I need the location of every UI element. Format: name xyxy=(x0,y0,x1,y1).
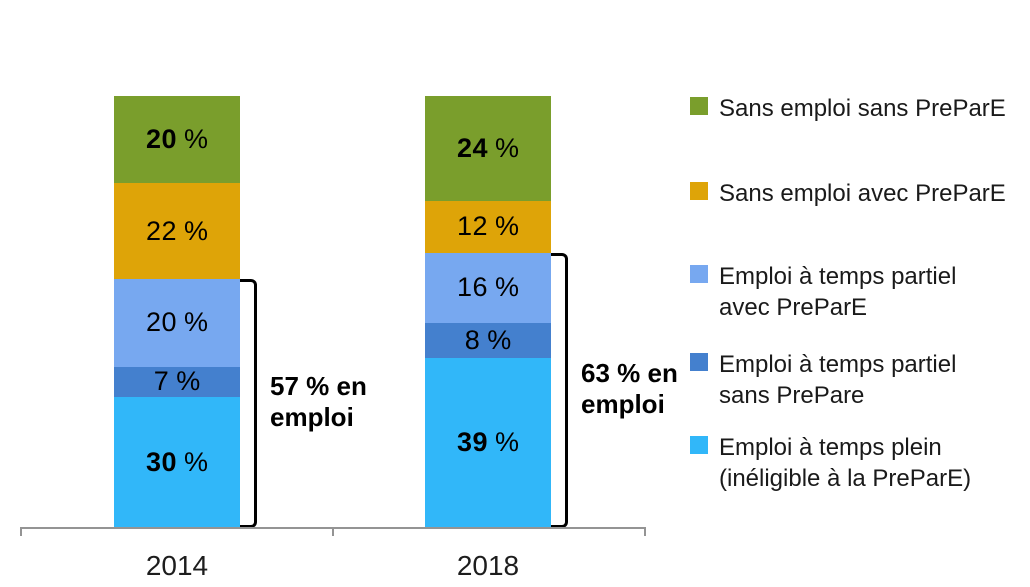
legend-item-sans-emploi-avec-prepare: Sans emploi avec PreParE xyxy=(690,178,1006,209)
legend-swatch xyxy=(690,436,708,454)
legend-item-emploi-a-temps-partiel: Emploi à temps partiel avec PreParE xyxy=(690,261,956,323)
x-axis-tick-0 xyxy=(20,527,22,536)
segment-value: 39 xyxy=(456,427,489,458)
bar-2018: 24% 12% 16% 8% 39% xyxy=(425,96,551,528)
legend-swatch xyxy=(690,353,708,371)
bar-segment-2014-emploi-a-temps-partiel-avec-prepare: 20% xyxy=(114,279,240,367)
bar-segment-2014-sans-emploi-avec-prepare: 22% xyxy=(114,183,240,280)
bar-segment-2014-sans-emploi-sans-prepare: 20% xyxy=(114,96,240,184)
bar-segment-2014-emploi-a-temps-partiel-sans-prepare: 7% xyxy=(114,366,240,398)
legend-label: Emploi à temps plein (inéligible à la Pr… xyxy=(719,434,972,492)
bar-segment-2014-emploi-a-temps-plein-ineligible-a-la-prepare: 30% xyxy=(114,397,240,528)
employment-bracket-2014 xyxy=(240,279,257,528)
bar-segment-2018-sans-emploi-sans-prepare: 24% xyxy=(425,96,551,201)
x-axis-tick-1 xyxy=(332,527,334,536)
segment-value: 7 xyxy=(153,366,170,397)
segment-percent-sign: % xyxy=(176,366,201,397)
segment-value: 24 xyxy=(456,132,489,163)
bar-segment-2018-sans-emploi-avec-prepare: 12% xyxy=(425,200,551,254)
bar-segment-2018-emploi-a-temps-plein-ineligible-a-la-prepare: 39% xyxy=(425,357,551,528)
x-axis-label-2014: 2014 xyxy=(145,550,209,581)
segment-value: 12 xyxy=(456,211,489,242)
legend-label: Sans emploi avec PreParE xyxy=(719,180,1006,207)
legend-item-emploi-a-temps-partiel: Emploi à temps partiel sans PrePare xyxy=(690,349,956,411)
segment-value: 20 xyxy=(145,124,178,155)
legend-label: Emploi à temps partiel avec PreParE xyxy=(719,263,957,321)
segment-percent-sign: % xyxy=(487,324,512,355)
legend-label: Sans emploi sans PreParE xyxy=(719,95,1006,122)
segment-value: 8 xyxy=(464,324,481,355)
bar-segment-2018-emploi-a-temps-partiel-sans-prepare: 8% xyxy=(425,322,551,358)
segment-percent-sign: % xyxy=(184,447,209,478)
segment-percent-sign: % xyxy=(184,307,209,338)
legend-item-sans-emploi-sans-prepare: Sans emploi sans PreParE xyxy=(690,93,1006,124)
x-axis-label-2018: 2018 xyxy=(456,550,520,581)
segment-percent-sign: % xyxy=(184,124,209,155)
employment-bracket-2018 xyxy=(551,253,568,528)
segment-percent-sign: % xyxy=(495,132,520,163)
legend-swatch xyxy=(690,265,708,283)
segment-value: 20 xyxy=(145,307,178,338)
segment-value: 22 xyxy=(145,215,178,246)
segment-percent-sign: % xyxy=(495,427,520,458)
segment-percent-sign: % xyxy=(495,211,520,242)
x-axis-tick-2 xyxy=(644,527,646,536)
bracket-label-2014: 57 % en emploi xyxy=(270,370,367,432)
segment-percent-sign: % xyxy=(184,215,209,246)
segment-value: 16 xyxy=(456,272,489,303)
legend-label: Emploi à temps partiel sans PrePare xyxy=(719,351,957,409)
segment-value: 30 xyxy=(145,447,178,478)
legend-swatch xyxy=(690,97,708,115)
bar-segment-2018-emploi-a-temps-partiel-avec-prepare: 16% xyxy=(425,253,551,323)
bar-2014: 20% 22% 20% 7% 30% xyxy=(114,96,240,528)
legend-item-emploi-a-temps-plein: Emploi à temps plein (inéligible à la Pr… xyxy=(690,432,971,494)
segment-percent-sign: % xyxy=(495,272,520,303)
bracket-label-2018: 63 % en emploi xyxy=(581,357,678,419)
legend-swatch xyxy=(690,182,708,200)
